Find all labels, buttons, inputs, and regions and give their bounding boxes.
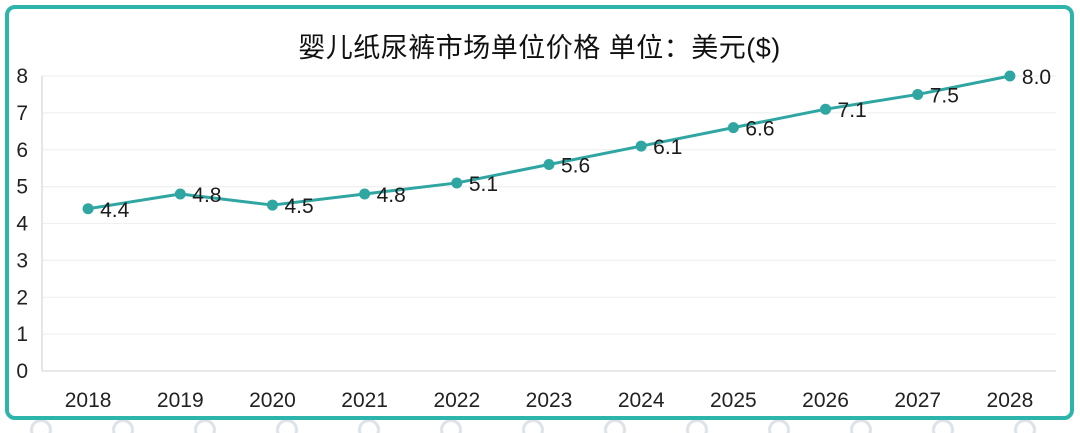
chart-card: 婴儿纸尿裤市场单位价格 单位：美元($)	[5, 5, 1074, 420]
chart-title: 婴儿纸尿裤市场单位价格 单位：美元($)	[298, 33, 781, 63]
